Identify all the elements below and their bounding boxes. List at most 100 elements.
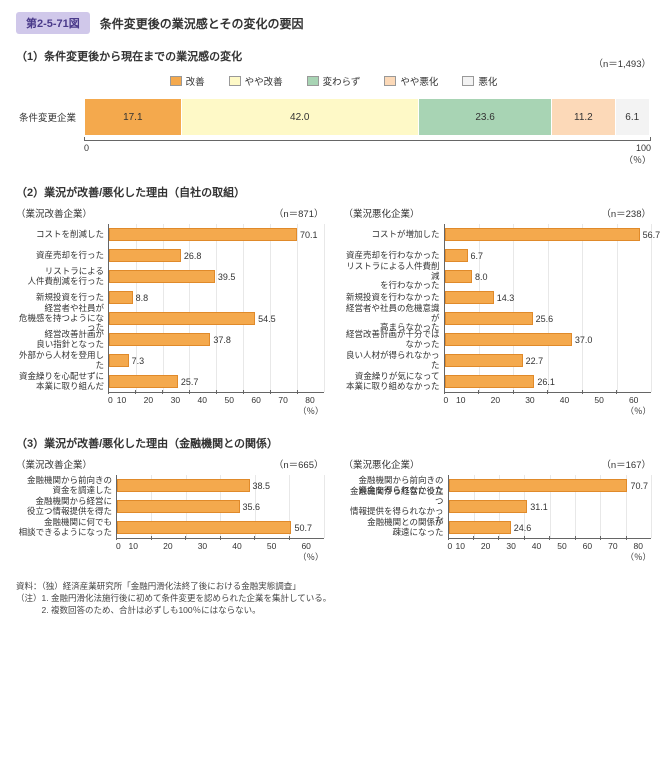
section-1-title: （1）条件変更後から現在までの業況感の変化	[16, 48, 242, 64]
s2-left-xaxis: 01020304050607080	[108, 392, 324, 405]
section-1: （1）条件変更後から現在までの業況感の変化 （n＝1,493） 改善やや改善変わ…	[16, 48, 651, 166]
s2-left-xtick-6: 60	[243, 395, 270, 405]
s2-left-bar-7	[109, 375, 178, 388]
s3-right-xtick-8: 80	[626, 541, 651, 551]
s3-right-bar-0	[449, 479, 628, 492]
s2-right-value-4: 25.6	[536, 314, 554, 324]
legend-label-3: やや悪化	[400, 74, 438, 88]
s2-right-value-0: 56.7	[643, 230, 661, 240]
s2-right-track-4: 25.6	[444, 308, 652, 329]
legend-item-2: 変わらず	[307, 74, 361, 88]
s3-left-header: （業況改善企業）	[16, 457, 92, 471]
s3-right-value-0: 70.7	[630, 481, 648, 491]
s2-right-value-6: 22.7	[526, 356, 544, 366]
s2-right-xtick-3: 30	[513, 395, 548, 405]
s2-right-bar-7	[445, 375, 535, 388]
s2-right-xtick-6: 60	[616, 395, 651, 405]
stacked-ylabel: 条件変更企業	[16, 110, 76, 124]
s3-left-xtick-5: 50	[254, 541, 289, 551]
s3-left-label-0: 金融機関から前向きの資金を調達した	[16, 476, 116, 496]
s2-left-xtick-1: 10	[108, 395, 135, 405]
s3-left-chart: 金融機関から前向きの資金を調達した38.5金融機関から経営に役立つ情報提供を得た…	[16, 475, 324, 538]
s2-right-bar-0	[445, 228, 640, 241]
s3-left-xtick-4: 40	[220, 541, 255, 551]
s2-left-track-6: 7.3	[108, 350, 324, 371]
s2-right-row-4: 経営者や社員の危機意識が高まらなかった25.6	[344, 308, 652, 329]
s2-right-bar-2	[445, 270, 473, 283]
s2-right-xtick-5: 50	[582, 395, 617, 405]
s2-left-label-6: 外部から人材を登用した	[16, 351, 108, 371]
footnote-note2: 2. 複数回答のため、合計は必ずしも100％にはならない。	[16, 605, 651, 617]
s2-left-track-3: 8.8	[108, 287, 324, 308]
s2-right-row-0: コストが増加した56.7	[344, 224, 652, 245]
s3-left-value-1: 35.6	[243, 502, 261, 512]
legend-swatch-1	[229, 76, 241, 86]
s3-right-n: （n＝167）	[601, 457, 651, 471]
s3-left-xtick-1: 10	[116, 541, 151, 551]
s2-left-xtick-8: 80	[297, 395, 324, 405]
s2-right-track-3: 14.3	[444, 287, 652, 308]
section-3-left-panel: （業況改善企業）（n＝665）金融機関から前向きの資金を調達した38.5金融機関…	[16, 457, 324, 563]
s3-right-xtick-1: 10	[448, 541, 473, 551]
s3-left-value-0: 38.5	[253, 481, 271, 491]
s3-left-xaxis: 0102030405060	[116, 538, 324, 551]
s2-left-bar-4	[109, 312, 255, 325]
legend-label-0: 改善	[186, 74, 205, 88]
s2-right-label-5: 経営改善計画が十分ではなかった	[344, 330, 444, 350]
s2-left-xtick-3: 30	[162, 395, 189, 405]
s2-left-xunit: （％）	[108, 405, 324, 417]
s2-left-bar-2	[109, 270, 215, 283]
s2-right-value-2: 8.0	[475, 272, 488, 282]
stacked-seg-0: 17.1	[85, 99, 182, 135]
xtick-0: 0	[84, 143, 89, 153]
s3-right-xaxis: 01020304050607080	[448, 538, 652, 551]
s2-left-track-0: 70.1	[108, 224, 324, 245]
s3-right-track-0: 70.7	[448, 475, 652, 496]
s2-right-chart: コストが増加した56.7資産売却を行わなかった6.7リストラによる人件費削減を行…	[344, 224, 652, 392]
s2-left-xtick-2: 20	[135, 395, 162, 405]
stacked-seg-3: 11.2	[552, 99, 615, 135]
s2-right-track-0: 56.7	[444, 224, 652, 245]
section-1-n: （n＝1,493）	[593, 56, 651, 70]
s3-left-label-2: 金融機関に何でも相談できるようになった	[16, 518, 116, 538]
s2-left-track-2: 39.5	[108, 266, 324, 287]
s2-right-xunit: （％）	[444, 405, 652, 417]
s3-left-track-2: 50.7	[116, 517, 324, 538]
s2-right-track-1: 6.7	[444, 245, 652, 266]
stacked-legend: 改善やや改善変わらずやや悪化悪化	[16, 74, 651, 88]
s2-left-bar-3	[109, 291, 133, 304]
legend-label-2: 変わらず	[323, 74, 361, 88]
s2-right-bar-1	[445, 249, 468, 262]
s3-right-xtick-5: 50	[549, 541, 574, 551]
s2-left-value-0: 70.1	[300, 230, 318, 240]
s2-left-value-7: 25.7	[181, 377, 199, 387]
s3-right-xtick-7: 70	[600, 541, 625, 551]
s2-right-track-5: 37.0	[444, 329, 652, 350]
section-3: （3）業況が改善/悪化した理由（金融機関との関係） （業況改善企業）（n＝665…	[16, 435, 651, 563]
s2-right-xtick-2: 20	[478, 395, 513, 405]
s2-left-header: （業況改善企業）	[16, 206, 92, 220]
s3-right-chart: 金融機関から前向きの資金を得られなかった70.7金融機関から経営に役立つ情報提供…	[344, 475, 652, 538]
footnote: 資料：（独）経済産業研究所「金融円滑化法終了後における金融実態調査」 （注）1.…	[16, 581, 651, 617]
s2-right-track-2: 8.0	[444, 266, 652, 287]
s3-left-xtick-3: 30	[185, 541, 220, 551]
s3-right-value-2: 24.6	[514, 523, 532, 533]
s3-right-track-2: 24.6	[448, 517, 652, 538]
s2-left-chart: コストを削減した70.1資産売却を行った26.8リストラによる人件費削減を行った…	[16, 224, 324, 392]
stacked-xaxis: 0 100	[84, 140, 651, 153]
legend-item-0: 改善	[170, 74, 205, 88]
section-2: （2）業況が改善/悪化した理由（自社の取組） （業況改善企業）（n＝871）コス…	[16, 184, 651, 417]
s2-right-label-1: 資産売却を行わなかった	[344, 251, 444, 261]
figure-header: 第2-5-71図 条件変更後の業況感とその変化の要因	[16, 12, 651, 34]
section-2-left-panel: （業況改善企業）（n＝871）コストを削減した70.1資産売却を行った26.8リ…	[16, 206, 324, 417]
s2-left-track-7: 25.7	[108, 371, 324, 392]
s2-left-xtick-5: 50	[216, 395, 243, 405]
legend-swatch-2	[307, 76, 319, 86]
stacked-bar: 17.142.023.611.26.1	[84, 98, 651, 136]
s2-right-value-3: 14.3	[497, 293, 515, 303]
s2-right-row-6: 良い人材が得られなかった22.7	[344, 350, 652, 371]
s3-right-row-1: 金融機関から経営に役立つ情報提供を得られなかった31.1	[344, 496, 652, 517]
s2-right-label-0: コストが増加した	[344, 230, 444, 240]
s2-left-row-7: 資金繰りを心配せずに本業に取り組んだ25.7	[16, 371, 324, 392]
s2-right-label-7: 資金繰りが気になって本業に取り組めなかった	[344, 372, 444, 392]
